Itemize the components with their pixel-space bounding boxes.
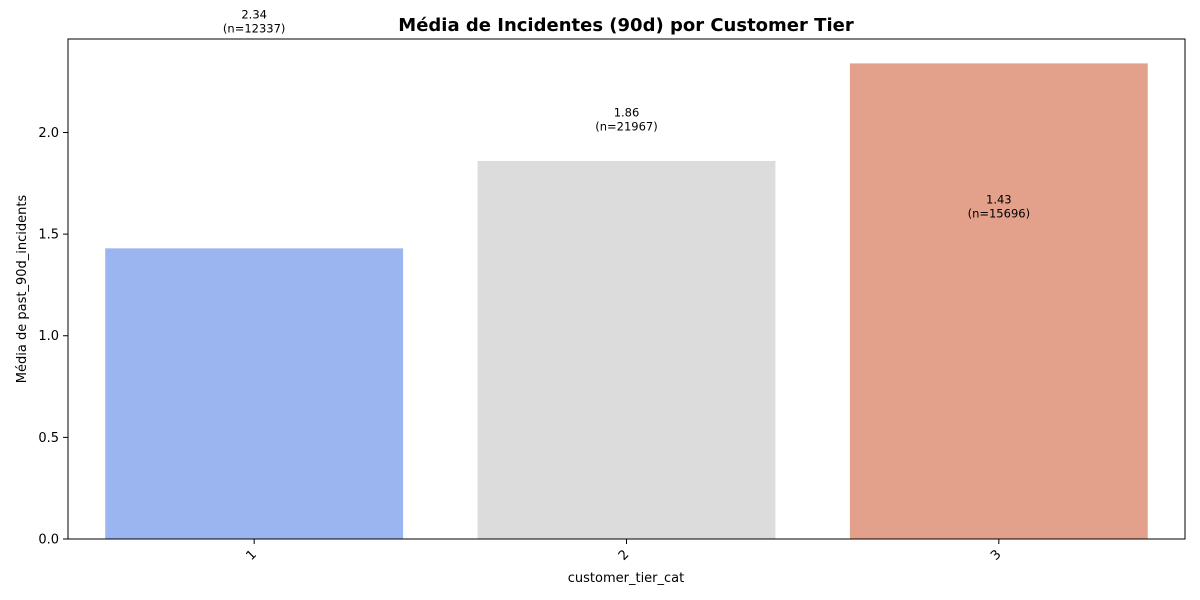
bar-3 bbox=[849, 63, 1148, 539]
annotation-value: 1.43 bbox=[986, 193, 1012, 207]
x-axis: 1 2 3 bbox=[243, 539, 1005, 564]
bar-2 bbox=[477, 160, 776, 539]
annotations-layer: 2.34(n=12337) 1.86(n=21967) 1.43(n=15696) bbox=[223, 8, 1030, 221]
annotation-value: 2.34 bbox=[241, 8, 267, 22]
annotation-value: 1.86 bbox=[614, 105, 640, 119]
annotation-count: (n=15696) bbox=[968, 207, 1030, 221]
x-tick-label: 2 bbox=[616, 547, 632, 563]
chart-title: Média de Incidentes (90d) por Customer T… bbox=[398, 15, 854, 36]
bar-1 bbox=[105, 248, 404, 539]
y-tick-label: 0.0 bbox=[38, 533, 59, 548]
y-axis: 0.0 0.5 1.0 1.5 2.0 bbox=[38, 126, 68, 548]
bar-annotation: 1.86(n=21967) bbox=[595, 105, 657, 133]
x-tick-label: 1 bbox=[243, 547, 259, 563]
y-tick-label: 1.0 bbox=[38, 329, 59, 344]
x-tick-label: 3 bbox=[988, 547, 1004, 563]
bar-annotation: 1.43(n=15696) bbox=[968, 193, 1030, 221]
y-axis-label: Média de past_90d_incidents bbox=[15, 195, 30, 384]
x-axis-label: customer_tier_cat bbox=[568, 571, 684, 586]
bar-annotation: 2.34(n=12337) bbox=[223, 8, 285, 36]
bars-layer bbox=[105, 63, 1148, 539]
y-tick-label: 1.5 bbox=[38, 228, 59, 243]
annotation-count: (n=21967) bbox=[595, 119, 657, 133]
y-tick-label: 0.5 bbox=[38, 431, 59, 446]
y-tick-label: 2.0 bbox=[38, 126, 59, 141]
annotation-count: (n=12337) bbox=[223, 22, 285, 36]
